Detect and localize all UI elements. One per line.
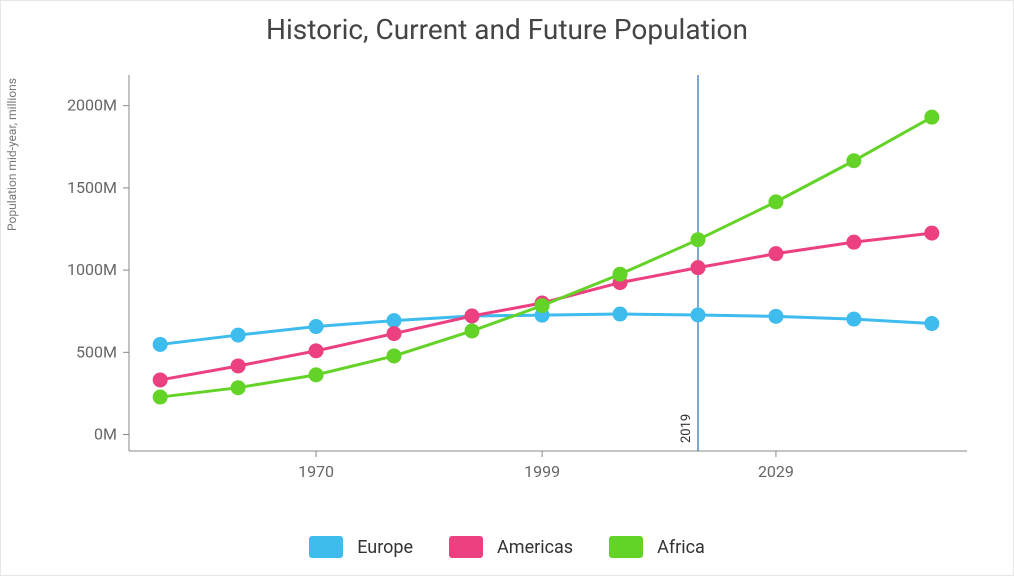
series-marker-americas xyxy=(768,246,783,261)
series-marker-europe xyxy=(846,312,861,327)
series-marker-africa xyxy=(846,153,861,168)
series-marker-europe xyxy=(231,328,246,343)
series-marker-africa xyxy=(387,348,402,363)
reference-line-label: 2019 xyxy=(679,414,694,443)
chart-svg: 0M 500M 1000M 1500M 2000M 1970 1999 2029 2019 xyxy=(41,61,981,501)
series-marker-africa xyxy=(464,323,479,338)
series-marker-africa xyxy=(535,298,550,313)
series-marker-europe xyxy=(690,308,705,323)
legend-item-africa: Africa xyxy=(609,536,705,558)
series-marker-europe xyxy=(153,337,168,352)
legend-label: Americas xyxy=(497,537,573,558)
series-marker-africa xyxy=(768,194,783,209)
x-tick-label: 1999 xyxy=(524,462,560,481)
legend-item-americas: Americas xyxy=(449,536,573,558)
series-marker-africa xyxy=(153,390,168,405)
series-marker-europe xyxy=(613,307,628,322)
series-marker-americas xyxy=(846,235,861,250)
series-marker-africa xyxy=(690,232,705,247)
legend-swatch xyxy=(449,536,483,558)
y-tick-label: 1000M xyxy=(67,260,117,279)
legend-swatch xyxy=(609,536,643,558)
series-marker-americas xyxy=(464,308,479,323)
legend-label: Africa xyxy=(657,537,705,558)
chart-title: Historic, Current and Future Population xyxy=(1,1,1013,46)
x-tick-label: 2029 xyxy=(758,462,794,481)
series-marker-europe xyxy=(309,319,324,334)
plot-area: 0M 500M 1000M 1500M 2000M 1970 1999 2029 2019 xyxy=(41,61,981,501)
y-tick-label: 500M xyxy=(76,342,117,361)
series-marker-americas xyxy=(231,358,246,373)
y-tick-label: 2000M xyxy=(67,96,117,115)
series-marker-americas xyxy=(309,343,324,358)
series-marker-americas xyxy=(924,226,939,241)
series-marker-europe xyxy=(924,316,939,331)
y-axis-label: Population mid-year, millions xyxy=(5,78,19,231)
legend-item-europe: Europe xyxy=(309,536,413,558)
series-marker-europe xyxy=(768,309,783,324)
x-tick-label: 1970 xyxy=(298,462,334,481)
y-tick-label: 0M xyxy=(94,425,117,444)
series-marker-africa xyxy=(924,110,939,125)
series-marker-europe xyxy=(387,313,402,328)
series-line-africa xyxy=(160,117,932,397)
series-marker-americas xyxy=(387,326,402,341)
series-marker-americas xyxy=(153,372,168,387)
series-marker-africa xyxy=(613,267,628,282)
series-marker-africa xyxy=(309,367,324,382)
series-marker-americas xyxy=(690,260,705,275)
legend: Europe Americas Africa xyxy=(1,536,1013,563)
legend-swatch xyxy=(309,536,343,558)
series-marker-africa xyxy=(231,380,246,395)
y-tick-label: 1500M xyxy=(67,178,117,197)
legend-label: Europe xyxy=(357,537,413,558)
